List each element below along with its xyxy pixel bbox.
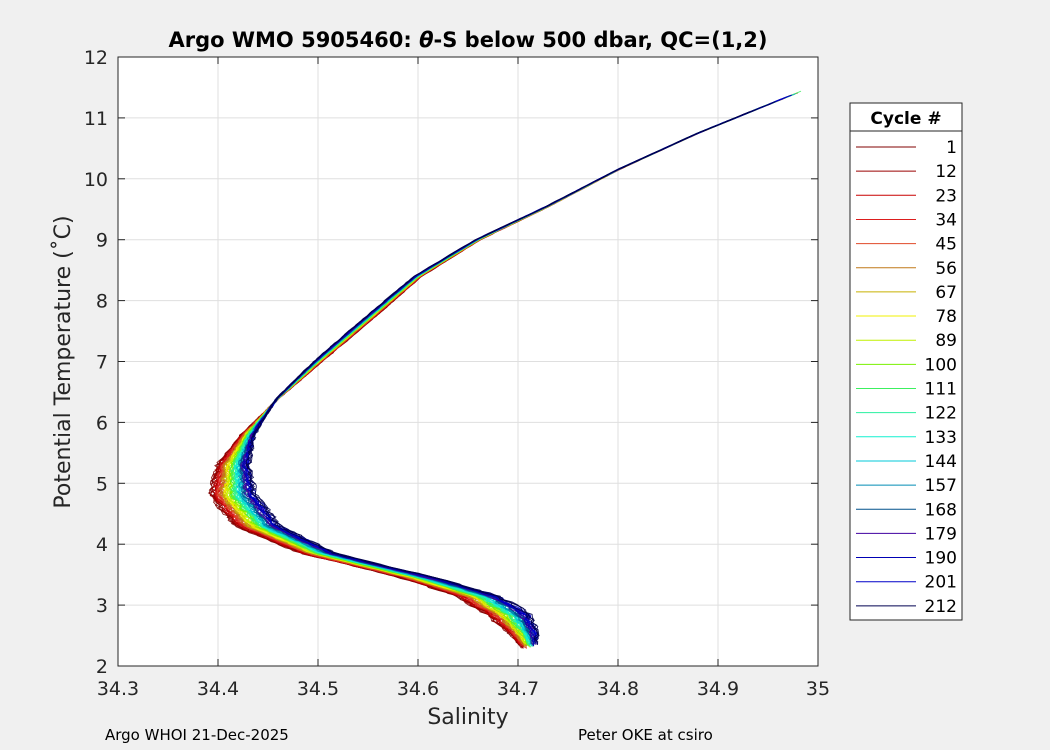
legend-label-144: 144 — [925, 452, 957, 472]
legend-label-212: 212 — [925, 597, 957, 617]
legend-label-190: 190 — [925, 549, 957, 569]
legend-label-122: 122 — [925, 404, 957, 424]
footer-right: Peter OKE at csiro — [578, 726, 713, 744]
y-tick-label: 9 — [96, 230, 108, 252]
y-tick-label: 6 — [96, 412, 108, 434]
legend-label-100: 100 — [925, 355, 957, 375]
legend-label-157: 157 — [925, 476, 957, 496]
x-tick-label: 34.4 — [197, 678, 239, 700]
legend: Cycle # 1 12 23 34 45 56 67 78 89 100 111 122 133 144… — [849, 102, 963, 621]
legend-label-1: 1 — [946, 138, 957, 158]
y-tick-label: 10 — [84, 169, 108, 191]
legend-label-45: 45 — [935, 235, 957, 255]
legend-label-78: 78 — [935, 307, 957, 327]
profile-curves — [207, 90, 802, 649]
footer-left: Argo WHOI 21-Dec-2025 — [105, 726, 289, 744]
legend-label-168: 168 — [925, 500, 957, 520]
legend-label-201: 201 — [925, 573, 957, 593]
legend-label-111: 111 — [925, 380, 957, 400]
y-tick-label: 8 — [96, 291, 108, 313]
x-tick-label: 34.3 — [97, 678, 139, 700]
legend-label-67: 67 — [935, 283, 957, 303]
y-tick-label: 7 — [96, 352, 108, 374]
legend-label-56: 56 — [935, 259, 957, 279]
x-tick-label: 34.8 — [597, 678, 639, 700]
x-tick-label: 34.5 — [297, 678, 339, 700]
x-axis-label: Salinity — [427, 705, 508, 730]
x-tick-labels: 34.3 34.4 34.5 34.6 34.7 34.8 34.9 35 — [97, 678, 830, 700]
legend-label-89: 89 — [935, 331, 957, 351]
legend-label-34: 34 — [935, 210, 957, 230]
y-tick-label: 3 — [96, 595, 108, 617]
y-tick-label: 2 — [96, 656, 108, 678]
x-tick-label: 35 — [806, 678, 830, 700]
chart-title: Argo WMO 5905460: θ-S below 500 dbar, QC… — [168, 28, 767, 52]
y-axis-label: Potential Temperature (˚C) — [51, 215, 76, 508]
profile-line-cycle-212 — [245, 117, 735, 646]
y-tick-labels: 2 3 4 5 6 7 8 9 10 11 12 — [84, 47, 108, 678]
legend-label-179: 179 — [925, 524, 957, 544]
x-tick-label: 34.6 — [397, 678, 439, 700]
legend-entries: 1 12 23 34 45 56 67 78 89 100 111 122 133 144 157 168 17… — [856, 138, 957, 617]
y-tick-label: 4 — [96, 534, 108, 556]
legend-title: Cycle # — [870, 109, 941, 129]
x-tick-label: 34.9 — [697, 678, 739, 700]
y-tick-label: 12 — [84, 47, 108, 69]
legend-label-12: 12 — [935, 162, 957, 182]
y-tick-label: 5 — [96, 473, 108, 495]
plot-frame — [117, 56, 819, 667]
legend-label-133: 133 — [925, 428, 957, 448]
x-tick-label: 34.7 — [497, 678, 539, 700]
legend-label-23: 23 — [935, 186, 957, 206]
y-tick-label: 11 — [84, 108, 108, 130]
